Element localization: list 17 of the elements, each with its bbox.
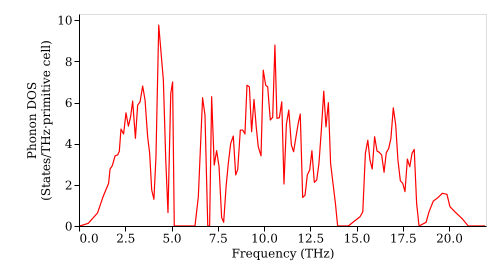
y-tick-label: 6: [64, 96, 72, 110]
y-tick-label: 0: [64, 220, 72, 234]
y-tick-label: 2: [64, 178, 72, 192]
x-tick-label: 10.0: [251, 232, 278, 246]
y-tick-label: 4: [64, 137, 73, 152]
x-tick-label: 5.0: [162, 232, 182, 246]
y-tick-label: 10: [57, 14, 72, 28]
x-axis-title: Frequency (THz): [232, 246, 334, 260]
x-tick-label: 17.5: [390, 232, 417, 246]
y-tick-label: 8: [64, 54, 72, 69]
x-tick-label: 7.5: [208, 232, 228, 246]
x-tick-label: 12.5: [297, 232, 324, 246]
y-axis-title: Phonon DOS (States/THz·primitive cell): [25, 40, 54, 201]
x-tick-label: 2.5: [116, 232, 136, 246]
x-tick-label: 0.0: [80, 232, 99, 246]
x-tick-label: 20.0: [436, 232, 463, 246]
x-tick-label: 15.0: [344, 232, 370, 246]
